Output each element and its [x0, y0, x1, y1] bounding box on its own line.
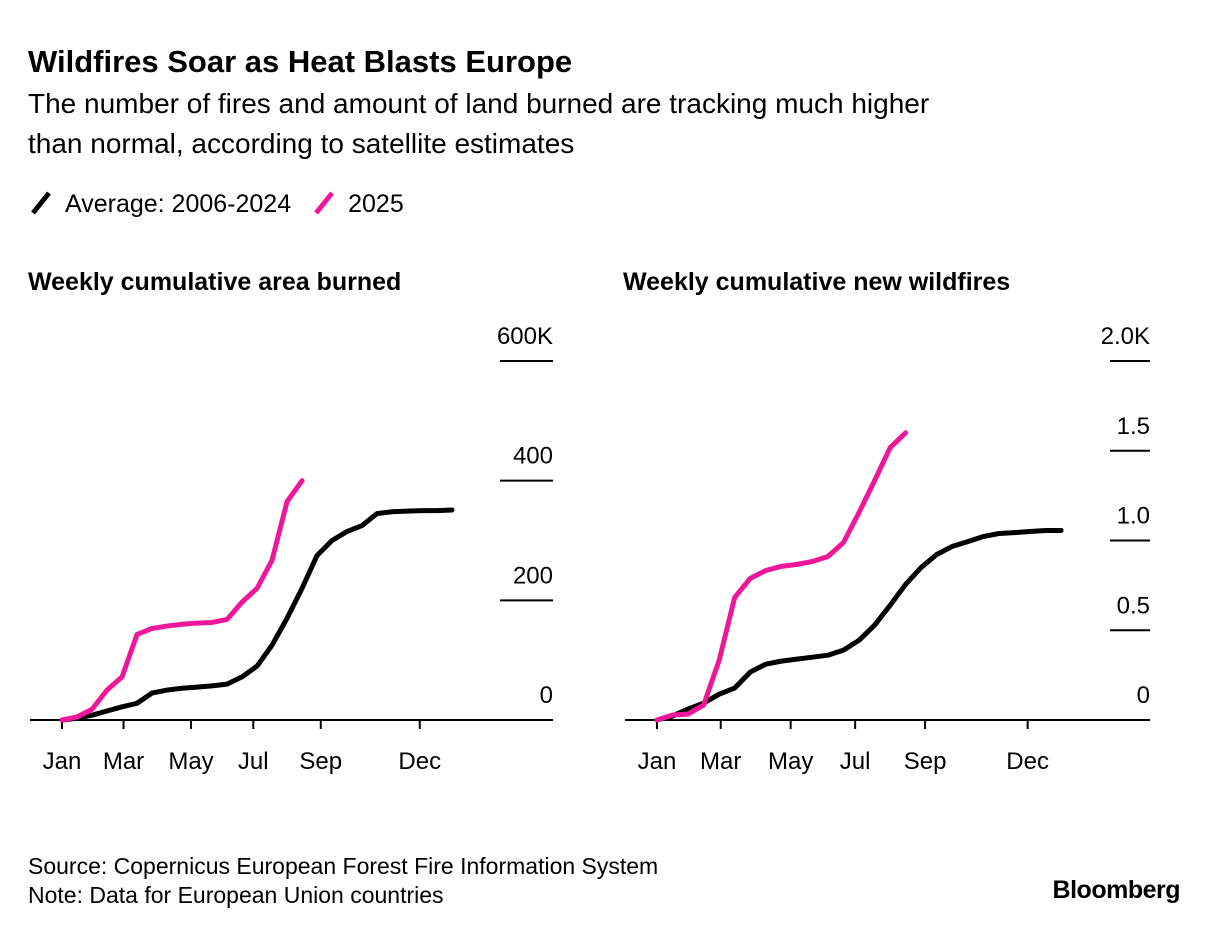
x-tick-label: Jan: [638, 748, 677, 775]
y-tick-label: 400: [513, 443, 553, 470]
brand: Bloomberg: [1053, 876, 1180, 904]
x-tick-label: Mar: [103, 748, 144, 775]
x-tick-label: Sep: [299, 748, 342, 775]
y-tick-label: 2.0K: [1101, 323, 1150, 350]
legend-label: 2025: [348, 190, 404, 218]
x-tick-label: May: [768, 748, 813, 775]
x-tick-label: Jan: [43, 748, 82, 775]
y-tick-label: 200: [513, 562, 553, 589]
legend-swatch: [31, 191, 51, 215]
source: Source: Copernicus European Forest Fire …: [28, 853, 658, 879]
series-line: [59, 478, 305, 723]
series-line: [654, 430, 909, 723]
y-tick-label: 0: [1137, 682, 1150, 709]
y-tick-label: 1.0: [1117, 503, 1150, 530]
series-line: [654, 527, 1064, 723]
subtitle: The number of fires and amount of land b…: [28, 88, 929, 119]
x-tick-label: Dec: [398, 748, 441, 775]
chart-title: Wildfires Soar as Heat Blasts Europe: [28, 44, 572, 79]
y-tick-label: 0.5: [1117, 592, 1150, 619]
y-tick-label: 1.5: [1117, 413, 1150, 440]
y-tick-label: 0: [540, 682, 553, 709]
y-tick-label: 600K: [497, 323, 553, 350]
x-tick-label: Mar: [700, 748, 741, 775]
series-line: [59, 507, 455, 723]
x-tick-label: Dec: [1006, 748, 1049, 775]
x-tick-label: Sep: [904, 748, 947, 775]
subtitle: than normal, according to satellite esti…: [28, 128, 574, 159]
note: Note: Data for European Union countries: [28, 882, 444, 908]
x-tick-label: Jul: [840, 748, 871, 775]
x-tick-label: Jul: [238, 748, 269, 775]
subchart-title: Weekly cumulative new wildfires: [623, 268, 1010, 296]
legend-swatch: [314, 191, 335, 215]
subchart-title: Weekly cumulative area burned: [28, 268, 401, 296]
legend-label: Average: 2006-2024: [65, 190, 291, 218]
x-tick-label: May: [168, 748, 213, 775]
